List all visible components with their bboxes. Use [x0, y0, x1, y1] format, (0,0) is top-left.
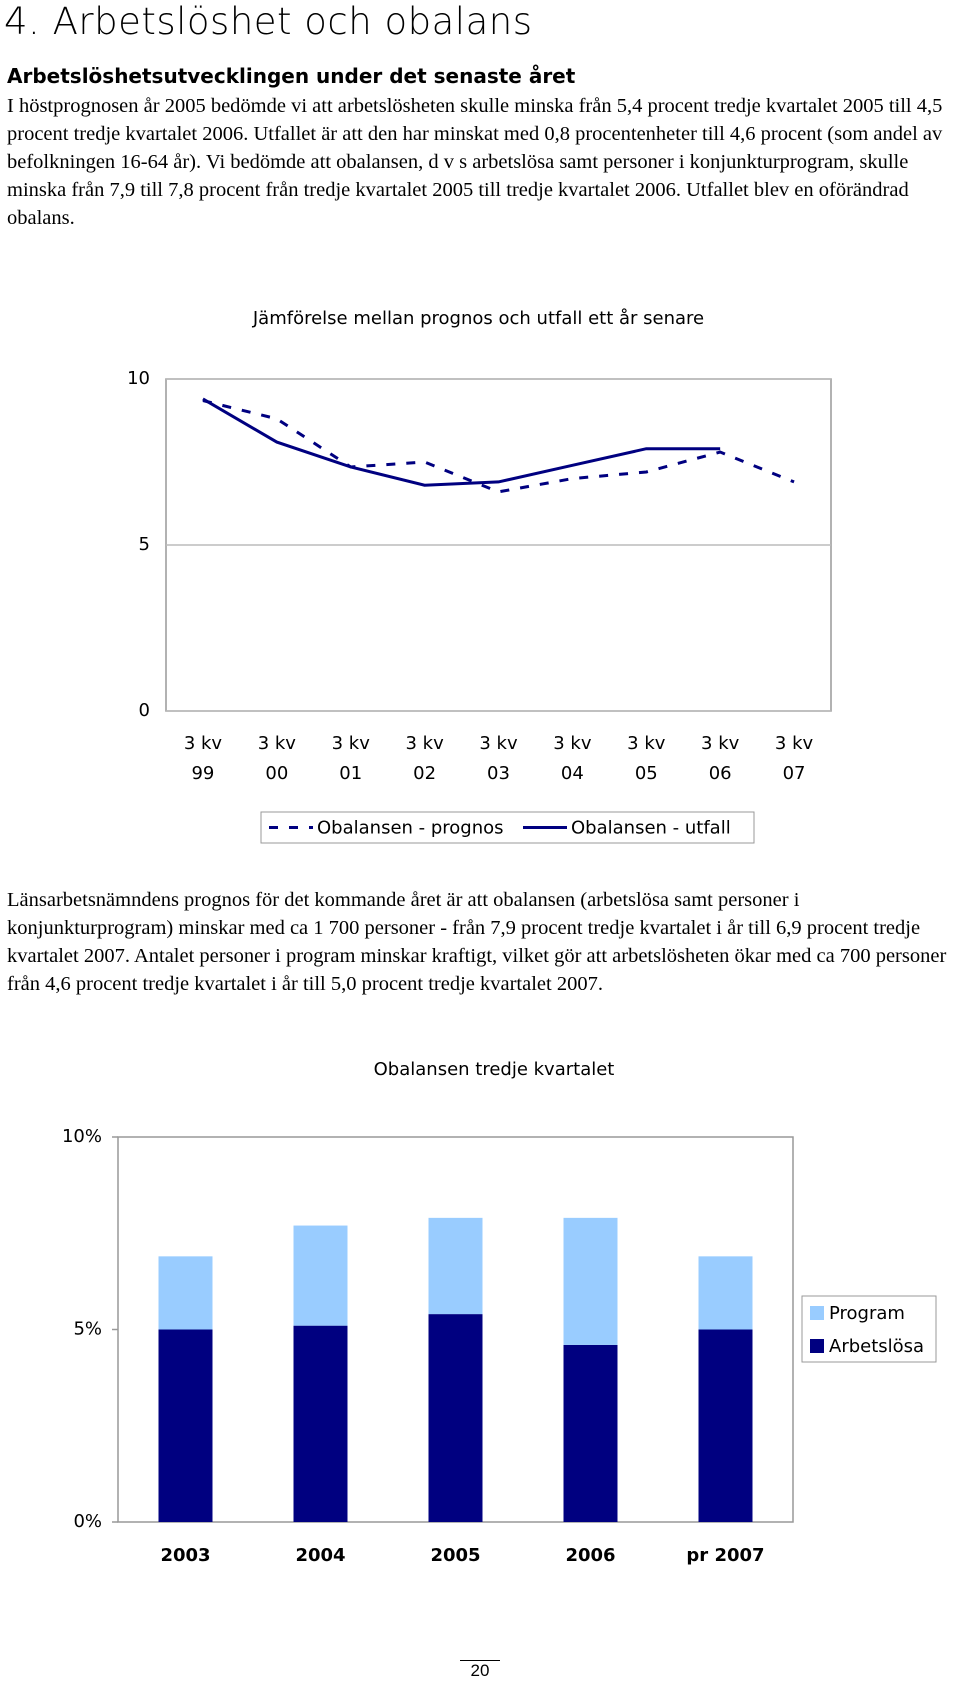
legend-swatch — [810, 1306, 824, 1320]
page-title: 4. Arbetslöshet och obalans — [4, 0, 533, 43]
bar-segment — [698, 1329, 753, 1522]
line-series — [202, 399, 795, 494]
chart-title: Jämförelse mellan prognos och utfall ett… — [252, 308, 704, 329]
legend-label: Obalansen - utfall — [571, 818, 731, 839]
x-tick-label: 2005 — [430, 1545, 480, 1566]
legend-label: Arbetslösa — [829, 1336, 924, 1357]
x-tick-label: 3 kv 02 — [405, 733, 444, 784]
paragraph: I höstprognosen år 2005 bedömde vi att a… — [7, 95, 943, 229]
legend-swatch — [810, 1339, 824, 1353]
bar-segment — [563, 1217, 618, 1345]
bar-segment — [158, 1256, 213, 1330]
x-tick-label: 3 kv 00 — [257, 733, 296, 784]
bar-segment — [158, 1329, 213, 1522]
y-tick-label: 5% — [73, 1319, 102, 1340]
legend-label: Program — [829, 1303, 905, 1324]
y-tick-label: 5 — [139, 534, 150, 555]
x-tick-label: 2004 — [295, 1545, 345, 1566]
bar-segment — [293, 1225, 348, 1326]
bar-segment — [698, 1256, 753, 1330]
x-tick-label: 2006 — [565, 1545, 615, 1566]
y-tick-label: 0 — [139, 700, 150, 721]
y-tick-label: 0% — [73, 1511, 102, 1532]
y-tick-label: 10 — [127, 368, 150, 389]
chart-title: Obalansen tredje kvartalet — [374, 1059, 615, 1080]
x-tick-label: 3 kv 05 — [627, 733, 666, 784]
x-tick-label: 3 kv 06 — [701, 733, 740, 784]
paragraph: Länsarbetsnämndens prognos för det komma… — [7, 889, 947, 995]
page-number: 20 — [460, 1660, 500, 1681]
bar-segment — [293, 1325, 348, 1522]
section-heading: Arbetslöshetsutvecklingen under det sena… — [7, 64, 576, 88]
legend-label: Obalansen - prognos — [317, 818, 504, 839]
x-tick-label: 3 kv 01 — [331, 733, 370, 784]
bar-segment — [428, 1217, 483, 1315]
x-tick-label: 3 kv 03 — [479, 733, 518, 784]
x-tick-label: 3 kv 99 — [183, 733, 223, 784]
x-tick-label: 2003 — [160, 1545, 210, 1566]
line-series — [202, 397, 721, 487]
x-tick-label: 3 kv 07 — [774, 733, 814, 784]
bar-segment — [428, 1314, 483, 1522]
bar-segment — [563, 1344, 618, 1522]
x-tick-label: 3 kv 04 — [553, 733, 592, 784]
y-tick-label: 10% — [62, 1126, 102, 1147]
x-tick-label: pr 2007 — [686, 1545, 764, 1566]
legend-box — [801, 1295, 937, 1363]
legend-box — [260, 811, 755, 844]
